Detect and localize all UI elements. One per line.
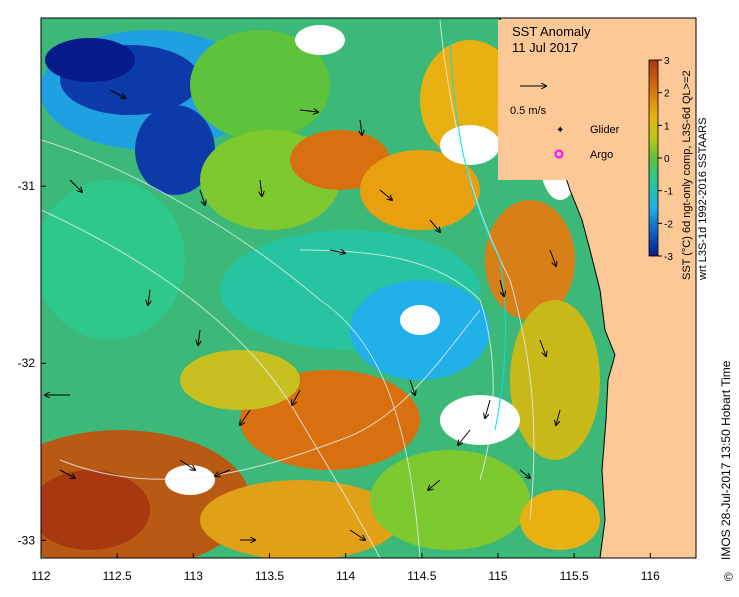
copyright-symbol: ©: [724, 570, 733, 584]
credit-text: IMOS 28-Jul-2017 13:50 Hobart Time: [719, 360, 733, 560]
y-tick-label: -31: [18, 179, 36, 193]
map-title: SST Anomaly: [512, 24, 591, 39]
colorbar-label-line1: SST (°C) 6d ngt-only comp, L3S-6d QL>=2: [681, 70, 693, 280]
colorbar-label-line2: wrt L3S-1d 1992-2016 SSTAARS: [697, 118, 709, 281]
x-tick-label: 112.5: [103, 569, 132, 583]
x-tick-label: 114: [336, 569, 355, 583]
velocity-scale-label: 0.5 m/s: [510, 105, 547, 117]
x-tick-label: 115.5: [560, 569, 589, 583]
x-tick-label: 115: [488, 569, 507, 583]
x-tick-label: 113: [184, 569, 203, 583]
colorbar-tick-label: 0: [664, 154, 670, 165]
y-tick-label: -33: [18, 533, 36, 547]
y-tick-label: -32: [18, 356, 36, 370]
glider-label: Glider: [590, 124, 620, 136]
colorbar-tick-label: -3: [664, 252, 673, 263]
x-tick-label: 114.5: [407, 569, 436, 583]
x-tick-label: 113.5: [255, 569, 284, 583]
map-date: 11 Jul 2017: [512, 40, 578, 55]
colorbar-tick-label: -1: [664, 187, 673, 198]
x-tick-label: 112: [31, 569, 50, 583]
x-tick-label: 116: [641, 569, 660, 583]
plot-area: [0, 18, 696, 570]
colorbar-tick-label: 1: [664, 121, 670, 132]
colorbar-tick-label: 2: [664, 89, 670, 100]
glider-marker-icon: ✦: [556, 125, 564, 136]
argo-label: Argo: [590, 149, 613, 161]
colorbar-tick-label: 3: [664, 56, 670, 67]
colorbar-bar: [649, 60, 658, 256]
colorbar-tick-label: -2: [664, 219, 673, 230]
